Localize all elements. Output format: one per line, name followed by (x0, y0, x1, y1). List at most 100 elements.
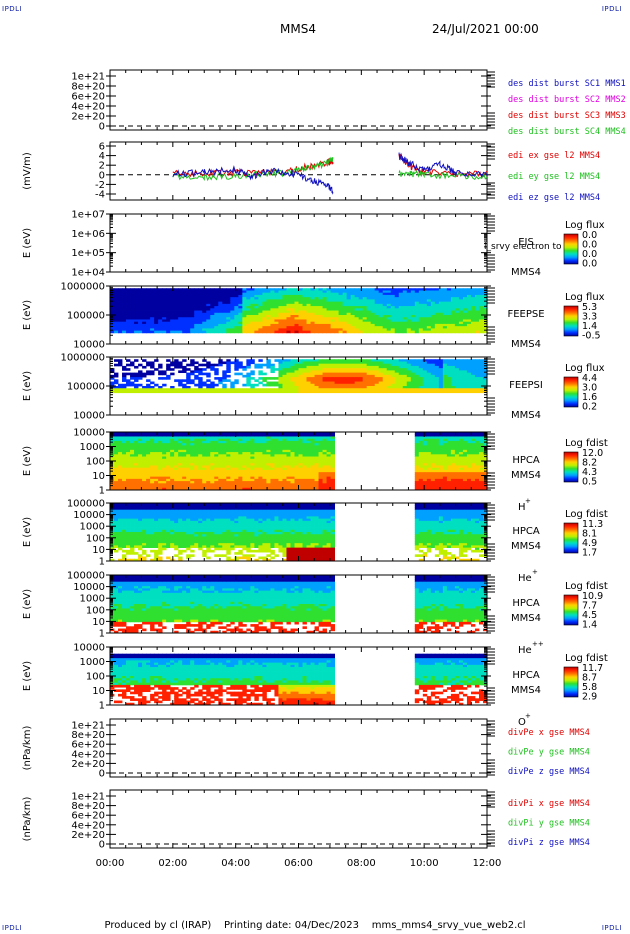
colorbar (563, 666, 579, 698)
spacecraft-title: MMS4 (280, 22, 316, 36)
y-tick-label: 10000 (73, 643, 105, 654)
spectrogram-hpca_h (110, 432, 488, 491)
instrument-label: HPCA (512, 455, 540, 466)
colorbar (563, 376, 579, 408)
y-axis-label: E (eV) (22, 446, 33, 476)
corner-label-top-left: IPDLI (2, 5, 23, 13)
y-tick-label: 8e+20 (71, 82, 105, 93)
y-tick-label: 1 (99, 629, 105, 640)
y-tick-label: 4e+20 (71, 749, 105, 760)
y-tick-label: 8e+20 (71, 801, 105, 812)
y-tick-label: 6e+20 (71, 811, 105, 822)
spacecraft-label: MMS4 (511, 339, 541, 350)
y-tick-label: 10 (92, 617, 105, 628)
colorbar (563, 305, 579, 337)
spectrogram-feepsi (110, 359, 488, 394)
colorbar-title: Log fdist (565, 581, 608, 592)
x-tick-label: 12:00 (473, 858, 502, 869)
y-tick-label: 1000000 (60, 282, 105, 293)
y-tick-label: 100 (86, 533, 105, 544)
y-tick-label: 6e+20 (71, 740, 105, 751)
y-tick-label: 1e+07 (71, 210, 105, 221)
y-tick-label: 1000 (80, 442, 105, 453)
series-edi-ey (172, 156, 488, 182)
colorbar-tick: 4.4 (582, 373, 597, 384)
extra-label: l_srvy electron to (484, 242, 562, 252)
y-tick-label: 10 (92, 686, 105, 697)
colorbar-tick: 7.7 (582, 601, 597, 612)
spacecraft-label: MMS4 (511, 470, 541, 481)
date-title: 24/Jul/2021 00:00 (432, 22, 539, 36)
panel-feepsi: 1000000 100000 10000 E (eV) FEEPSI MMS4 Log fl… (22, 353, 605, 422)
colorbar-tick: 10.9 (582, 591, 603, 602)
y-tick-label: 2 (99, 161, 105, 172)
colorbar-tick: 8.7 (582, 673, 597, 684)
y-tick-label: -2 (95, 180, 105, 191)
y-tick-label: 100000 (67, 499, 105, 510)
y-axis-label: E (eV) (22, 371, 33, 401)
legend-entry: des dist burst SC4 MMS4 (508, 127, 626, 137)
y-tick-label: 0 (99, 769, 105, 780)
colorbar-tick: 4.9 (582, 538, 597, 549)
panel-eis: 1e+07 1e+06 1e+05 1e+04 E (eV) EIS MMS4 l_srvy … (22, 210, 605, 279)
y-tick-label: 10 (92, 545, 105, 556)
legend-entry: edi ey gse l2 MMS4 (508, 172, 600, 182)
y-tick-label: 1e+21 (71, 721, 105, 732)
footer: Produced by cl (IRAP) Printing date: 04/… (0, 920, 630, 931)
panel-hpca_h: 10000 1000 100 10 1 E (eV) HPCA MMS4 H+ Log fdist… (22, 428, 608, 514)
series-edi-ez (172, 152, 488, 195)
species-label: O (518, 717, 526, 728)
y-tick-label: 1000 (80, 522, 105, 533)
colorbar-tick: 0.0 (582, 259, 597, 270)
x-tick-label: 10:00 (410, 858, 439, 869)
corner-label-top-right: IPDLI (601, 5, 622, 13)
y-tick-label: 100000 (67, 382, 105, 393)
species-charge: + (532, 568, 538, 576)
y-tick-label: 2e+20 (71, 112, 105, 123)
spacecraft-label: MMS4 (511, 613, 541, 624)
corner-label-bottom-right: IPDLI (601, 924, 622, 932)
colorbar (563, 451, 579, 483)
colorbar-tick: 0.2 (582, 402, 597, 413)
legend-entry: des dist burst SC1 MMS1 (508, 79, 626, 89)
footer-filename: mms_mms4_srvy_vue_web2.cl (371, 920, 526, 931)
legend-entry: divPe x gse MMS4 (508, 728, 590, 738)
species-charge: + (525, 497, 531, 505)
colorbar-tick: 4.5 (582, 610, 597, 621)
y-tick-label: 1 (99, 486, 105, 497)
y-axis-label: E (eV) (22, 228, 33, 258)
legend-entry: des dist burst SC2 MMS2 (508, 95, 626, 105)
y-tick-label: 10000 (73, 582, 105, 593)
y-tick-label: 10000 (73, 411, 105, 422)
y-tick-label: 0 (99, 170, 105, 181)
y-tick-label: 100000 (67, 571, 105, 582)
colorbar-tick: 1.7 (582, 548, 597, 559)
y-tick-label: 100 (86, 457, 105, 468)
legend-entry: divPi y gse MMS4 (508, 819, 590, 829)
x-tick-label: 00:00 (96, 858, 125, 869)
y-tick-label: 10000 (73, 510, 105, 521)
colorbar-tick: 0.5 (582, 477, 597, 488)
y-tick-label: 1e+06 (71, 229, 105, 240)
footer-produced-by: Produced by cl (IRAP) (104, 920, 212, 931)
species-label: H (518, 502, 526, 513)
y-tick-label: 100000 (67, 311, 105, 322)
colorbar-tick: -0.5 (582, 331, 601, 342)
y-tick-label: 10000 (73, 340, 105, 351)
colorbar-tick: 0.0 (582, 230, 597, 241)
y-tick-label: 100 (86, 605, 105, 616)
y-axis-label: E (eV) (22, 589, 33, 619)
legend-entry: divPe z gse MMS4 (508, 767, 590, 777)
y-tick-label: 0 (99, 840, 105, 851)
colorbar-tick: 3.0 (582, 383, 597, 394)
spacecraft-label: MMS4 (511, 410, 541, 421)
colorbar-title: Log flux (565, 220, 605, 231)
y-axis-label: E (eV) (22, 517, 33, 547)
panel-frame (109, 789, 488, 849)
colorbar-tick: 8.1 (582, 529, 597, 540)
y-tick-label: 4e+20 (71, 102, 105, 113)
y-tick-label: 6e+20 (71, 92, 105, 103)
